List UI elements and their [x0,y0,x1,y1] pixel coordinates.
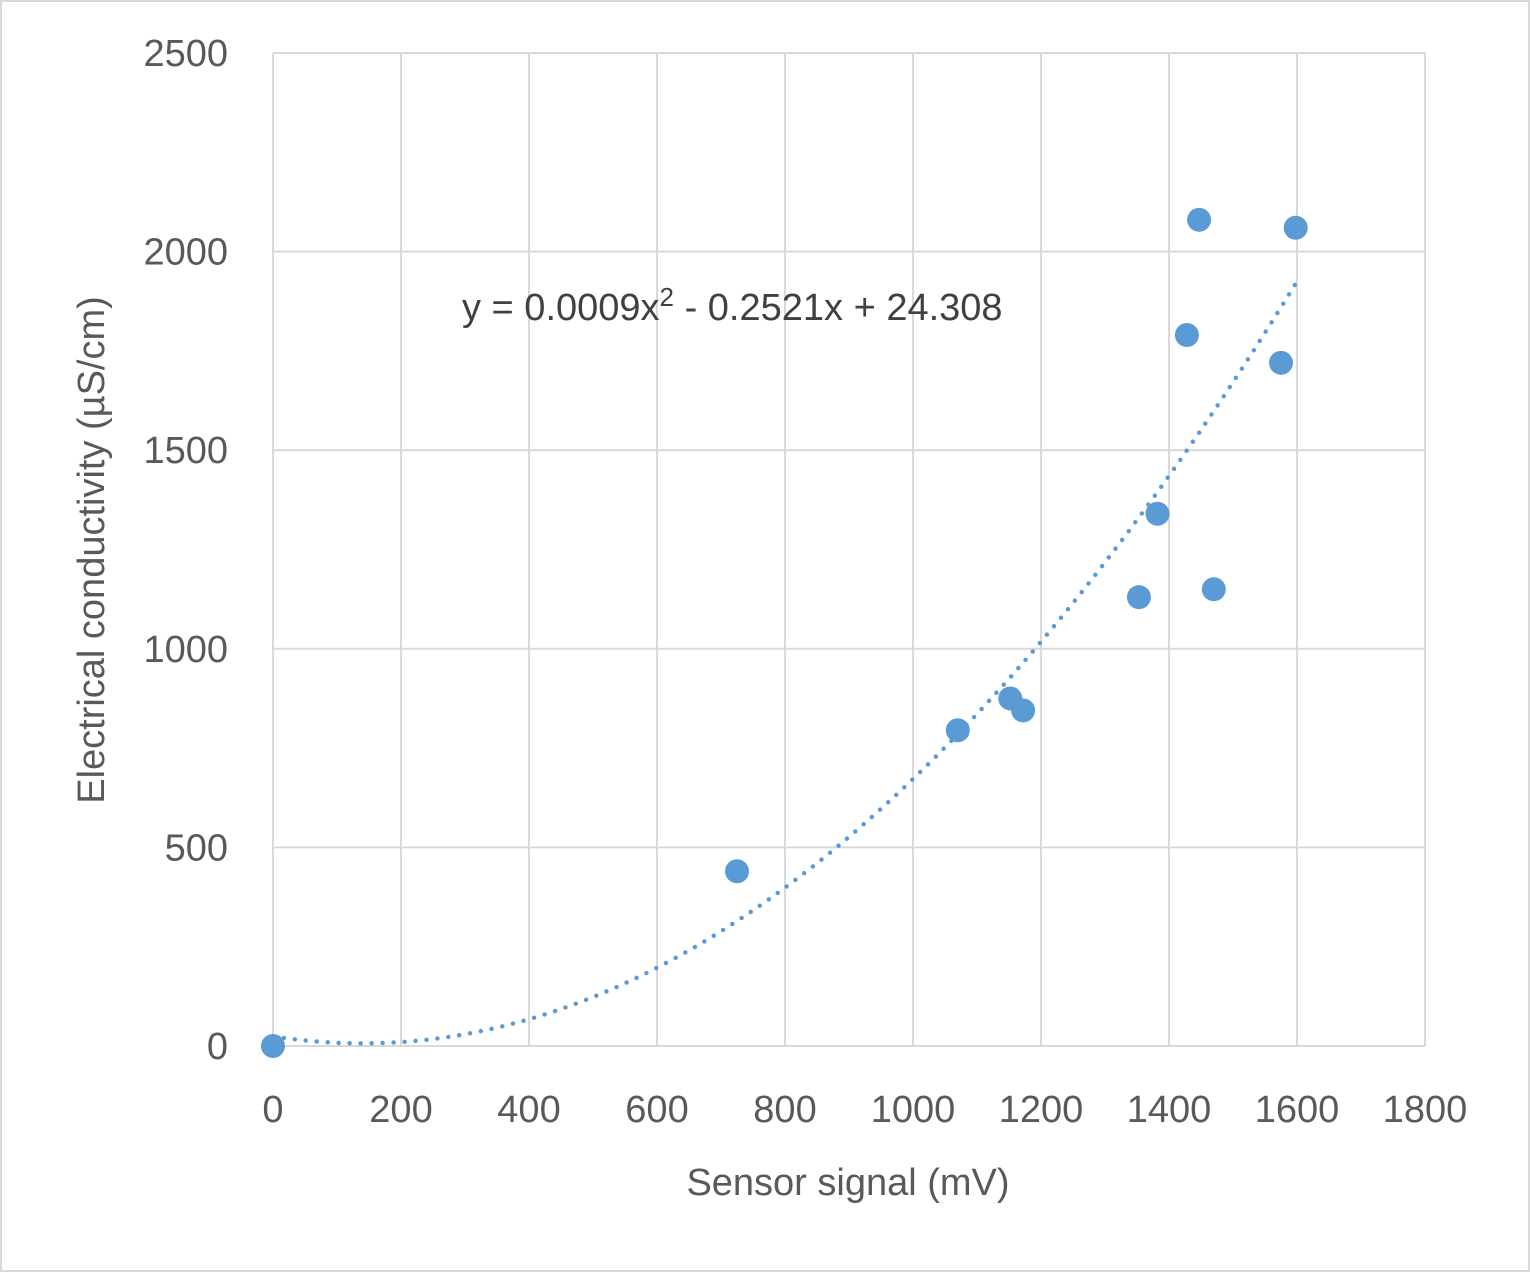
x-tick-label: 400 [497,1089,560,1131]
x-tick-label: 1600 [1255,1089,1340,1131]
y-tick-labels: 0 500 1000 1500 2000 2500 [143,33,228,1068]
data-point [1126,585,1151,610]
x-tick-label: 1200 [999,1089,1084,1131]
y-tick-label: 500 [165,827,228,869]
y-tick-label: 0 [207,1026,228,1068]
y-axis-title: Electrical conductivity (µS/cm) [71,296,113,804]
trendline-equation: y = 0.0009x2 - 0.2521x + 24.308 [462,282,1003,329]
data-point [1174,323,1199,348]
trendline [270,279,1300,1046]
x-axis-title: Sensor signal (mV) [686,1162,1009,1204]
x-tick-label: 600 [625,1089,688,1131]
y-tick-label: 2000 [143,232,228,274]
x-tick-label: 1800 [1383,1089,1468,1131]
y-tick-label: 2500 [143,33,228,75]
y-tick-label: 1500 [143,430,228,472]
data-points [261,207,1308,1058]
data-point [1187,207,1212,232]
data-point [261,1034,285,1058]
x-tick-label: 0 [262,1089,283,1131]
data-point [1145,501,1170,526]
x-tick-labels: 0 200 400 600 800 1000 1200 1400 1600 1800 [262,1089,1467,1131]
gridlines [272,52,1426,1047]
data-point [945,718,970,743]
x-tick-label: 1000 [871,1089,956,1131]
data-point [1011,698,1036,723]
data-point [1269,350,1293,375]
x-tick-label: 800 [753,1089,816,1131]
trendline-path [270,279,1300,1046]
data-point [725,859,749,884]
x-tick-label: 200 [369,1089,432,1131]
y-tick-label: 1000 [143,629,228,671]
data-point [1283,215,1308,240]
data-point [1201,577,1226,602]
x-tick-label: 1400 [1127,1089,1212,1131]
